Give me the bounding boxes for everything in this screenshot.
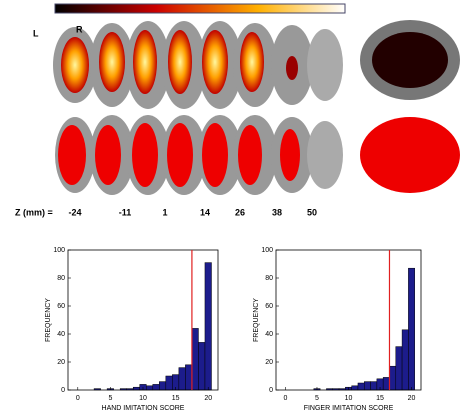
y-tick-label: 40 bbox=[265, 331, 273, 338]
x-tick-label: 0 bbox=[76, 395, 80, 402]
bar bbox=[185, 364, 193, 391]
bar bbox=[159, 381, 167, 391]
bar bbox=[191, 328, 199, 391]
bar bbox=[364, 381, 371, 391]
y-axis-label: FREQUENCY bbox=[45, 298, 52, 342]
bar bbox=[198, 342, 206, 391]
right-label: R bbox=[76, 24, 83, 34]
bar bbox=[408, 267, 415, 391]
x-tick-label: 5 bbox=[315, 395, 319, 402]
y-tick-label: 80 bbox=[57, 275, 65, 282]
z-value: 1 bbox=[162, 207, 167, 217]
z-value: 26 bbox=[235, 207, 245, 217]
bar bbox=[165, 375, 173, 391]
bar bbox=[146, 385, 154, 391]
x-tick-label: 10 bbox=[345, 395, 353, 402]
bar bbox=[351, 385, 359, 391]
y-tick-label: 0 bbox=[61, 387, 65, 394]
left-label: L bbox=[33, 28, 39, 38]
bar bbox=[382, 377, 390, 391]
bar bbox=[357, 382, 365, 391]
bar bbox=[178, 367, 186, 391]
z-value: 14 bbox=[200, 207, 210, 217]
z-value: -11 bbox=[119, 207, 132, 217]
x-tick-label: 10 bbox=[139, 395, 147, 402]
brain-slices-top bbox=[53, 20, 460, 109]
x-tick-label: 5 bbox=[108, 395, 112, 402]
bar bbox=[389, 365, 397, 391]
x-tick-label: 0 bbox=[284, 395, 288, 402]
bar bbox=[132, 386, 140, 391]
y-tick-label: 60 bbox=[57, 303, 65, 310]
x-axis-label: FINGER IMITATION SCORE bbox=[304, 405, 394, 412]
bar bbox=[152, 384, 160, 391]
z-value: -24 bbox=[68, 207, 81, 217]
y-axis-label: FREQUENCY bbox=[253, 298, 260, 342]
z-value: 38 bbox=[272, 207, 282, 217]
x-tick-label: 15 bbox=[376, 395, 384, 402]
y-tick-label: 20 bbox=[265, 359, 273, 366]
x-tick-label: 20 bbox=[408, 395, 416, 402]
x-tick-label: 15 bbox=[172, 395, 180, 402]
colorbar bbox=[54, 3, 346, 14]
z-value: 50 bbox=[307, 207, 317, 217]
y-tick-label: 100 bbox=[261, 247, 273, 254]
y-tick-label: 0 bbox=[269, 387, 273, 394]
y-tick-label: 40 bbox=[57, 331, 65, 338]
bar bbox=[401, 329, 409, 391]
z-label: Z (mm) = bbox=[15, 207, 53, 217]
y-tick-label: 100 bbox=[53, 247, 65, 254]
y-tick-label: 80 bbox=[265, 275, 273, 282]
x-tick-label: 20 bbox=[204, 395, 212, 402]
x-axis-label: HAND IMITATION SCORE bbox=[102, 405, 185, 412]
bar bbox=[395, 346, 403, 391]
bar bbox=[204, 262, 212, 391]
bar bbox=[370, 381, 378, 391]
y-tick-label: 60 bbox=[265, 303, 273, 310]
y-tick-label: 20 bbox=[57, 359, 65, 366]
brain-slices-bottom bbox=[55, 115, 460, 195]
